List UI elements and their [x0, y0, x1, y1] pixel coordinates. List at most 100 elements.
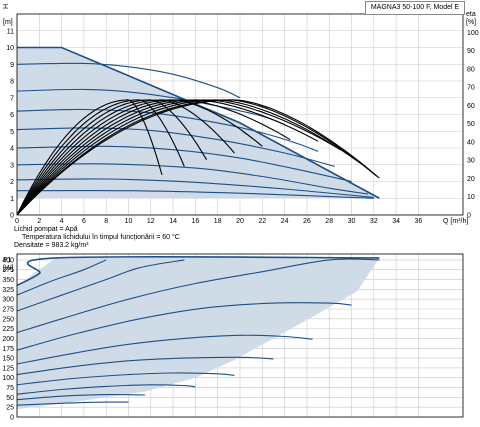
- bottom-y-tick-label: 75: [6, 385, 14, 392]
- bottom-y-tick-label: 100: [2, 375, 14, 382]
- power-curve-4: [16, 258, 380, 334]
- top-x-tick-label: 28: [325, 218, 333, 225]
- head-curve-7: [16, 178, 374, 198]
- top-y-axis-label-h: H: [3, 4, 10, 9]
- top-head-curves: [16, 62, 374, 199]
- top-x-tick-label: 2: [37, 218, 41, 225]
- top-frame: [16, 13, 464, 216]
- top-x-tick-label: 12: [147, 218, 155, 225]
- head-curve-8: [16, 189, 374, 199]
- top-efficiency-curves: [16, 99, 380, 216]
- power-curve-1: [16, 255, 380, 287]
- top-x-tick-label: 14: [169, 218, 177, 225]
- top-y-tick-label: 2: [10, 179, 14, 186]
- top-x-tick-label: 34: [392, 218, 400, 225]
- efficiency-curve-3: [16, 99, 207, 216]
- power-curve-11: [16, 401, 129, 406]
- bottom-y-tick-label: 200: [2, 336, 14, 343]
- efficiency-curve-11: [16, 99, 380, 216]
- bottom-y-tick-label: 225: [2, 326, 14, 333]
- top-x-tick-label: 20: [236, 218, 244, 225]
- top-y-tick-label: 11: [7, 28, 14, 35]
- bottom-y-tick-label: 175: [2, 346, 14, 353]
- top-y2-axis-label-unit: [%]: [466, 19, 476, 26]
- top-y2-tick-label: 80: [467, 66, 475, 73]
- info-density: Densitate = 983.2 kg/m³: [14, 242, 89, 249]
- bottom-y-tick-label: 150: [2, 356, 14, 363]
- top-plot-frame: [16, 13, 464, 216]
- top-y2-tick-label: 40: [467, 139, 475, 146]
- efficiency-curve-8: [16, 99, 341, 216]
- power-curve-10: [16, 394, 146, 401]
- top-y2-tick-label: 60: [467, 103, 475, 110]
- top-y2-tick-label: 20: [467, 176, 475, 183]
- bottom-y-tick-label: 125: [2, 365, 14, 372]
- bottom-y-tick-label: 0: [10, 415, 14, 422]
- bottom-envelope-area: [17, 257, 380, 410]
- head-curve-2: [16, 88, 285, 126]
- top-x-tick-label: 30: [348, 218, 356, 225]
- top-y2-tick-label: 0: [467, 213, 471, 220]
- top-x-tick-label: 22: [258, 218, 266, 225]
- bottom-tick-labels: 0 25 50 75 100 125 150 175 200 225 250 275 300 325 350…: [2, 257, 14, 421]
- top-y2-tick-label: 30: [467, 158, 475, 165]
- top-x-tick-label: 10: [125, 218, 133, 225]
- top-x-tick-label: 24: [281, 218, 289, 225]
- efficiency-curve-6: [16, 99, 291, 216]
- bottom-y-tick-label: 350: [2, 277, 14, 284]
- head-curve-3: [16, 108, 319, 152]
- top-y-tick-label: 3: [10, 162, 14, 169]
- power-curve-6: [16, 334, 313, 365]
- power-curve-3: [16, 259, 185, 312]
- bottom-y-tick-label: 275: [2, 306, 14, 313]
- model-label-box: MAGNA3 50-100 F, Model E: [365, 1, 465, 15]
- top-y2-axis-label-eta: eta: [466, 11, 476, 18]
- top-y-tick-label: 7: [10, 95, 14, 102]
- top-y-tick-label: 5: [10, 129, 14, 136]
- top-y2-tick-label: 10: [467, 194, 475, 201]
- efficiency-curve-5: [16, 99, 263, 216]
- bottom-y-tick-label: 25: [6, 405, 14, 412]
- top-y-tick-label: 0: [10, 213, 14, 220]
- top-x-tick-label: 8: [104, 218, 108, 225]
- bottom-y-tick-label: 400: [2, 257, 14, 264]
- top-y2-tick-label: 70: [467, 85, 475, 92]
- top-x-tick-label: 26: [303, 218, 311, 225]
- head-curve-1: [16, 62, 241, 99]
- bottom-envelope: [17, 257, 380, 410]
- head-curve-4: [16, 127, 335, 167]
- efficiency-curve-10: [16, 99, 378, 216]
- bottom-y-tick-label: 375: [2, 267, 14, 274]
- info-temperature: Temperatura lichidului în timpul funcțio…: [22, 234, 180, 241]
- top-y2-tick-label: 90: [467, 48, 475, 55]
- top-x-axis-label: Q [m³/h]: [443, 218, 468, 225]
- head-curve-6: [16, 163, 369, 195]
- efficiency-curve-7: [16, 99, 319, 216]
- efficiency-curve-9: [16, 99, 364, 216]
- power-curve-8: [16, 372, 235, 386]
- bottom-y-tick-label: 50: [6, 395, 14, 402]
- top-x-tick-label: 36: [415, 218, 423, 225]
- top-x-tick-label: 18: [214, 218, 222, 225]
- top-y-tick-label: 6: [10, 112, 14, 119]
- top-y-axis-label-unit: [m]: [3, 19, 13, 26]
- top-x-tick-label: 0: [15, 218, 19, 225]
- top-y2-tick-label: 100: [467, 30, 479, 37]
- top-y-tick-label: 1: [10, 196, 14, 203]
- power-curve-2: [16, 259, 107, 296]
- top-tick-labels: 0 2 4 6 8 10 12 14 16 18 20 22 24 26 28 30 32 34 360123456…: [6, 28, 479, 225]
- top-envelope-edge: [17, 46, 380, 199]
- bottom-y-tick-label: 250: [2, 316, 14, 323]
- top-y-tick-label: 4: [10, 146, 14, 153]
- bottom-plot-frame: [16, 253, 464, 418]
- bottom-y-tick-label: 325: [2, 287, 14, 294]
- bottom-y-tick-label: 300: [2, 297, 14, 304]
- top-x-tick-label: 16: [192, 218, 200, 225]
- top-envelope-area: [17, 47, 380, 199]
- top-x-tick-label: 4: [60, 218, 64, 225]
- top-envelope: [17, 46, 380, 199]
- bottom-y-axis-label-unit: [W]: [3, 265, 14, 272]
- efficiency-curve-4: [16, 99, 235, 216]
- top-y-tick-label: 10: [6, 45, 14, 52]
